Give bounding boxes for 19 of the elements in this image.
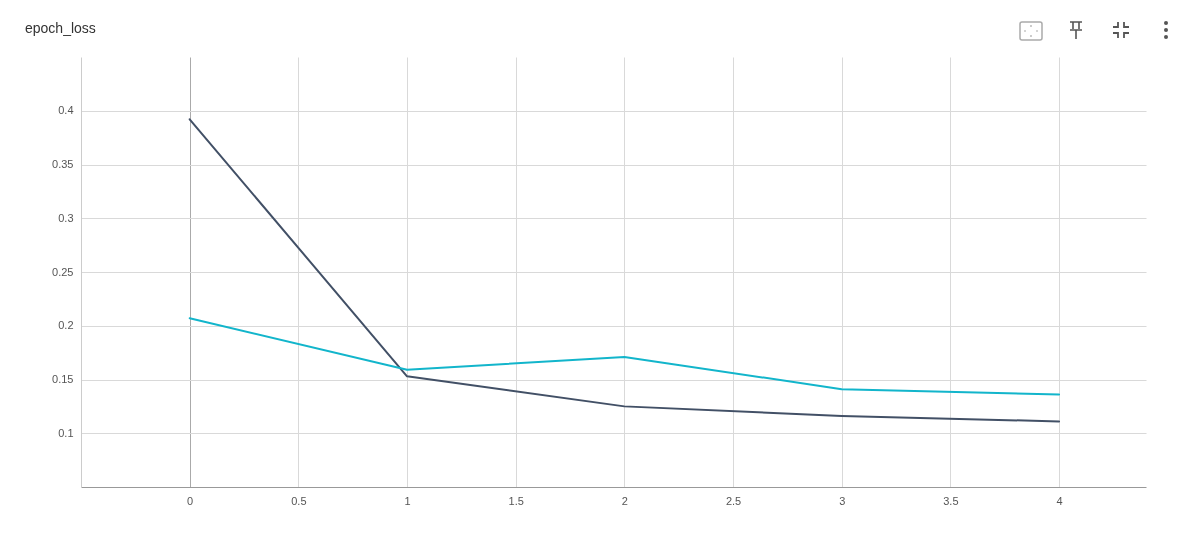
- chart-title: epoch_loss: [25, 20, 96, 36]
- x-tick-label: 0: [187, 494, 194, 507]
- y-tick-label: 0.3: [58, 211, 74, 224]
- x-tick-label: 1: [404, 494, 411, 507]
- x-tick-label: 3: [839, 494, 846, 507]
- y-tick-label: 0.2: [58, 319, 74, 332]
- y-tick-label: 0.1: [58, 426, 74, 439]
- x-tick-label: 2.5: [725, 494, 742, 507]
- x-tick-label: 0.5: [291, 494, 307, 507]
- line-series: [188, 317, 1061, 396]
- y-tick-label: 0.4: [58, 104, 74, 117]
- y-tick-label: 0.15: [52, 373, 74, 385]
- x-tick-label: 3.5: [943, 494, 959, 507]
- y-tick-label: 0.35: [52, 158, 74, 170]
- line-series: [188, 118, 1061, 423]
- x-tick-label: 2: [621, 494, 628, 507]
- x-tick-label: 1.5: [508, 494, 524, 507]
- y-tick-label: 0.25: [52, 265, 74, 278]
- x-tick-label: 4: [1056, 494, 1063, 507]
